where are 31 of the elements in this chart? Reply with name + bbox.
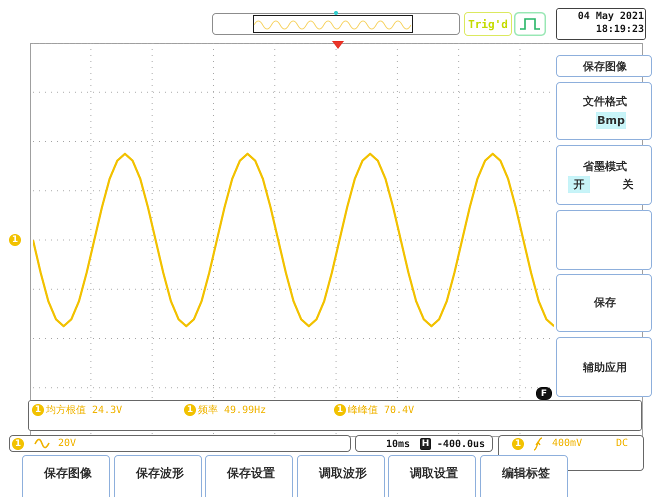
text: 文件格式 — [582, 94, 628, 110]
text: 400mV — [552, 437, 584, 451]
text: -400.0us — [436, 438, 486, 451]
text: 保存波形 — [134, 464, 185, 482]
text: 保存设置 — [226, 464, 276, 482]
text: 调取设置 — [408, 464, 459, 482]
text: 辅助应用 — [582, 360, 628, 376]
text: 调取波形 — [318, 464, 368, 482]
text: 编辑标签 — [500, 464, 551, 482]
text: 开 — [568, 176, 590, 193]
text: 保存图像 — [42, 464, 93, 482]
text: 1 — [184, 404, 196, 416]
text: DC — [616, 437, 630, 451]
text: 1 — [334, 404, 346, 416]
text: 20V — [58, 437, 78, 451]
text: 关 — [622, 177, 634, 193]
text: 1 — [32, 404, 44, 416]
text: H — [420, 438, 431, 450]
text: 10ms — [384, 438, 412, 451]
text: 1 — [12, 438, 24, 450]
text: 均方根值 24.3V — [46, 404, 124, 417]
text: 18:19:23 — [594, 23, 645, 36]
text: 04 May 2021 — [576, 10, 645, 23]
text: 1 — [9, 234, 21, 246]
text: 1 — [512, 438, 524, 450]
text: 省墨模式 — [582, 158, 628, 174]
text: Bmp — [596, 112, 626, 129]
text: 峰峰值 70.4V — [348, 404, 416, 417]
text: 频率 49.99Hz — [198, 404, 268, 417]
text: F — [536, 387, 552, 400]
text: 保存 — [592, 294, 617, 310]
